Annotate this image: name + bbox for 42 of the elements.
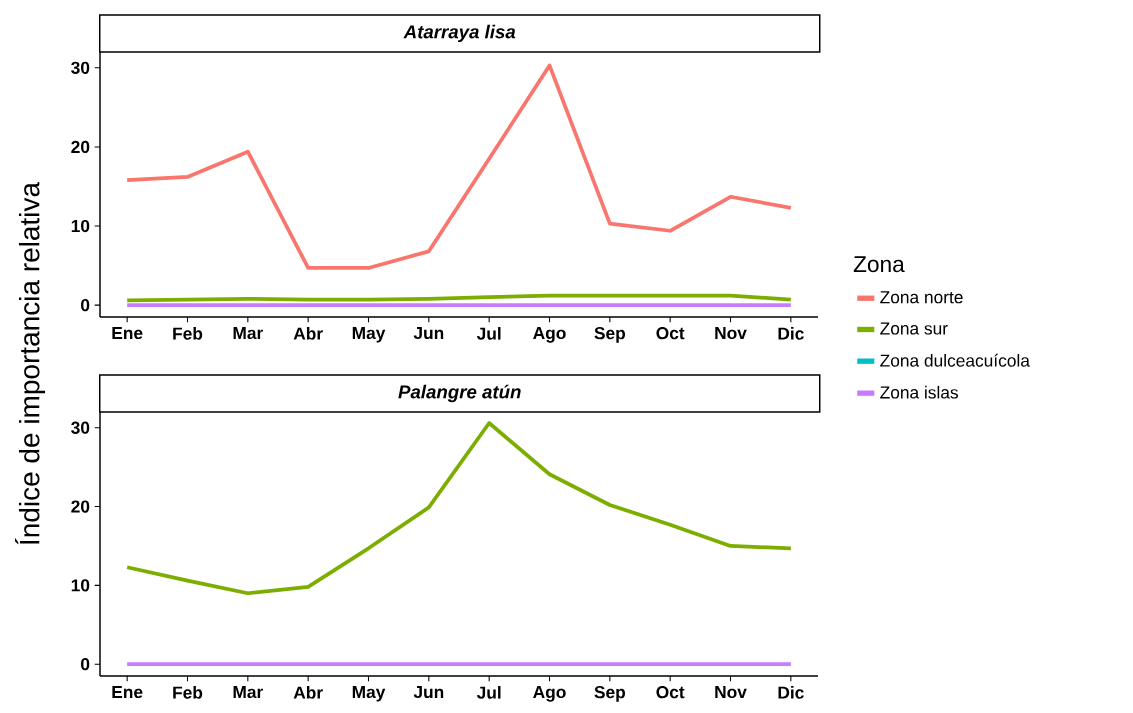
x-tick-label: Sep	[594, 686, 626, 702]
x-tick-label: Abr	[293, 327, 323, 340]
x-tick-label: Jul	[476, 327, 501, 340]
x-tick-label: Abr	[293, 686, 323, 699]
x-tick-label: Ago	[533, 327, 566, 343]
legend-label: Zona dulceacuícola	[880, 353, 1030, 367]
x-tick-label: Ene	[112, 327, 143, 340]
x-tick-label: May	[352, 686, 386, 702]
x-tick-label: Jul	[476, 686, 501, 699]
y-tick-label: 20	[71, 140, 90, 154]
x-tick-label: Feb	[173, 327, 203, 340]
y-tick-label: 0	[81, 298, 90, 312]
y-axis-title: Índice de importancia relativa	[14, 181, 46, 545]
x-tick-label: Oct	[656, 327, 685, 340]
x-tick-label: Jun	[413, 686, 444, 699]
y-tick-label: 30	[71, 61, 90, 74]
legend-label: Zona norte	[880, 291, 963, 304]
x-tick-label: Dic	[778, 686, 804, 699]
x-tick-label: Oct	[656, 686, 685, 699]
x-tick-label: Nov	[715, 686, 747, 699]
x-tick-label: Sep	[594, 327, 626, 343]
x-tick-label: Feb	[173, 686, 203, 699]
x-tick-label: May	[352, 327, 386, 343]
x-tick-label: Mar	[233, 327, 263, 340]
line-series	[125, 63, 793, 270]
line-series	[125, 421, 793, 596]
y-tick-label: 10	[71, 579, 90, 592]
y-tick-label: 30	[71, 421, 90, 434]
x-tick-label: Jun	[413, 327, 444, 340]
legend-label: Zona islas	[880, 385, 958, 399]
y-tick-label: 10	[71, 219, 90, 233]
y-tick-label: 20	[71, 500, 90, 513]
x-tick-label: Dic	[778, 327, 804, 340]
legend-title: Zona	[853, 256, 905, 273]
legend-label: Zona sur	[880, 322, 948, 335]
x-tick-label: Nov	[715, 327, 747, 340]
chart-title: Palangre atún	[398, 384, 521, 403]
chart-title: Atarraya lisa	[403, 24, 516, 43]
y-tick-label: 0	[81, 658, 90, 671]
x-tick-label: Ene	[112, 686, 143, 699]
x-tick-label: Mar	[233, 686, 263, 699]
x-tick-label: Ago	[533, 686, 566, 702]
